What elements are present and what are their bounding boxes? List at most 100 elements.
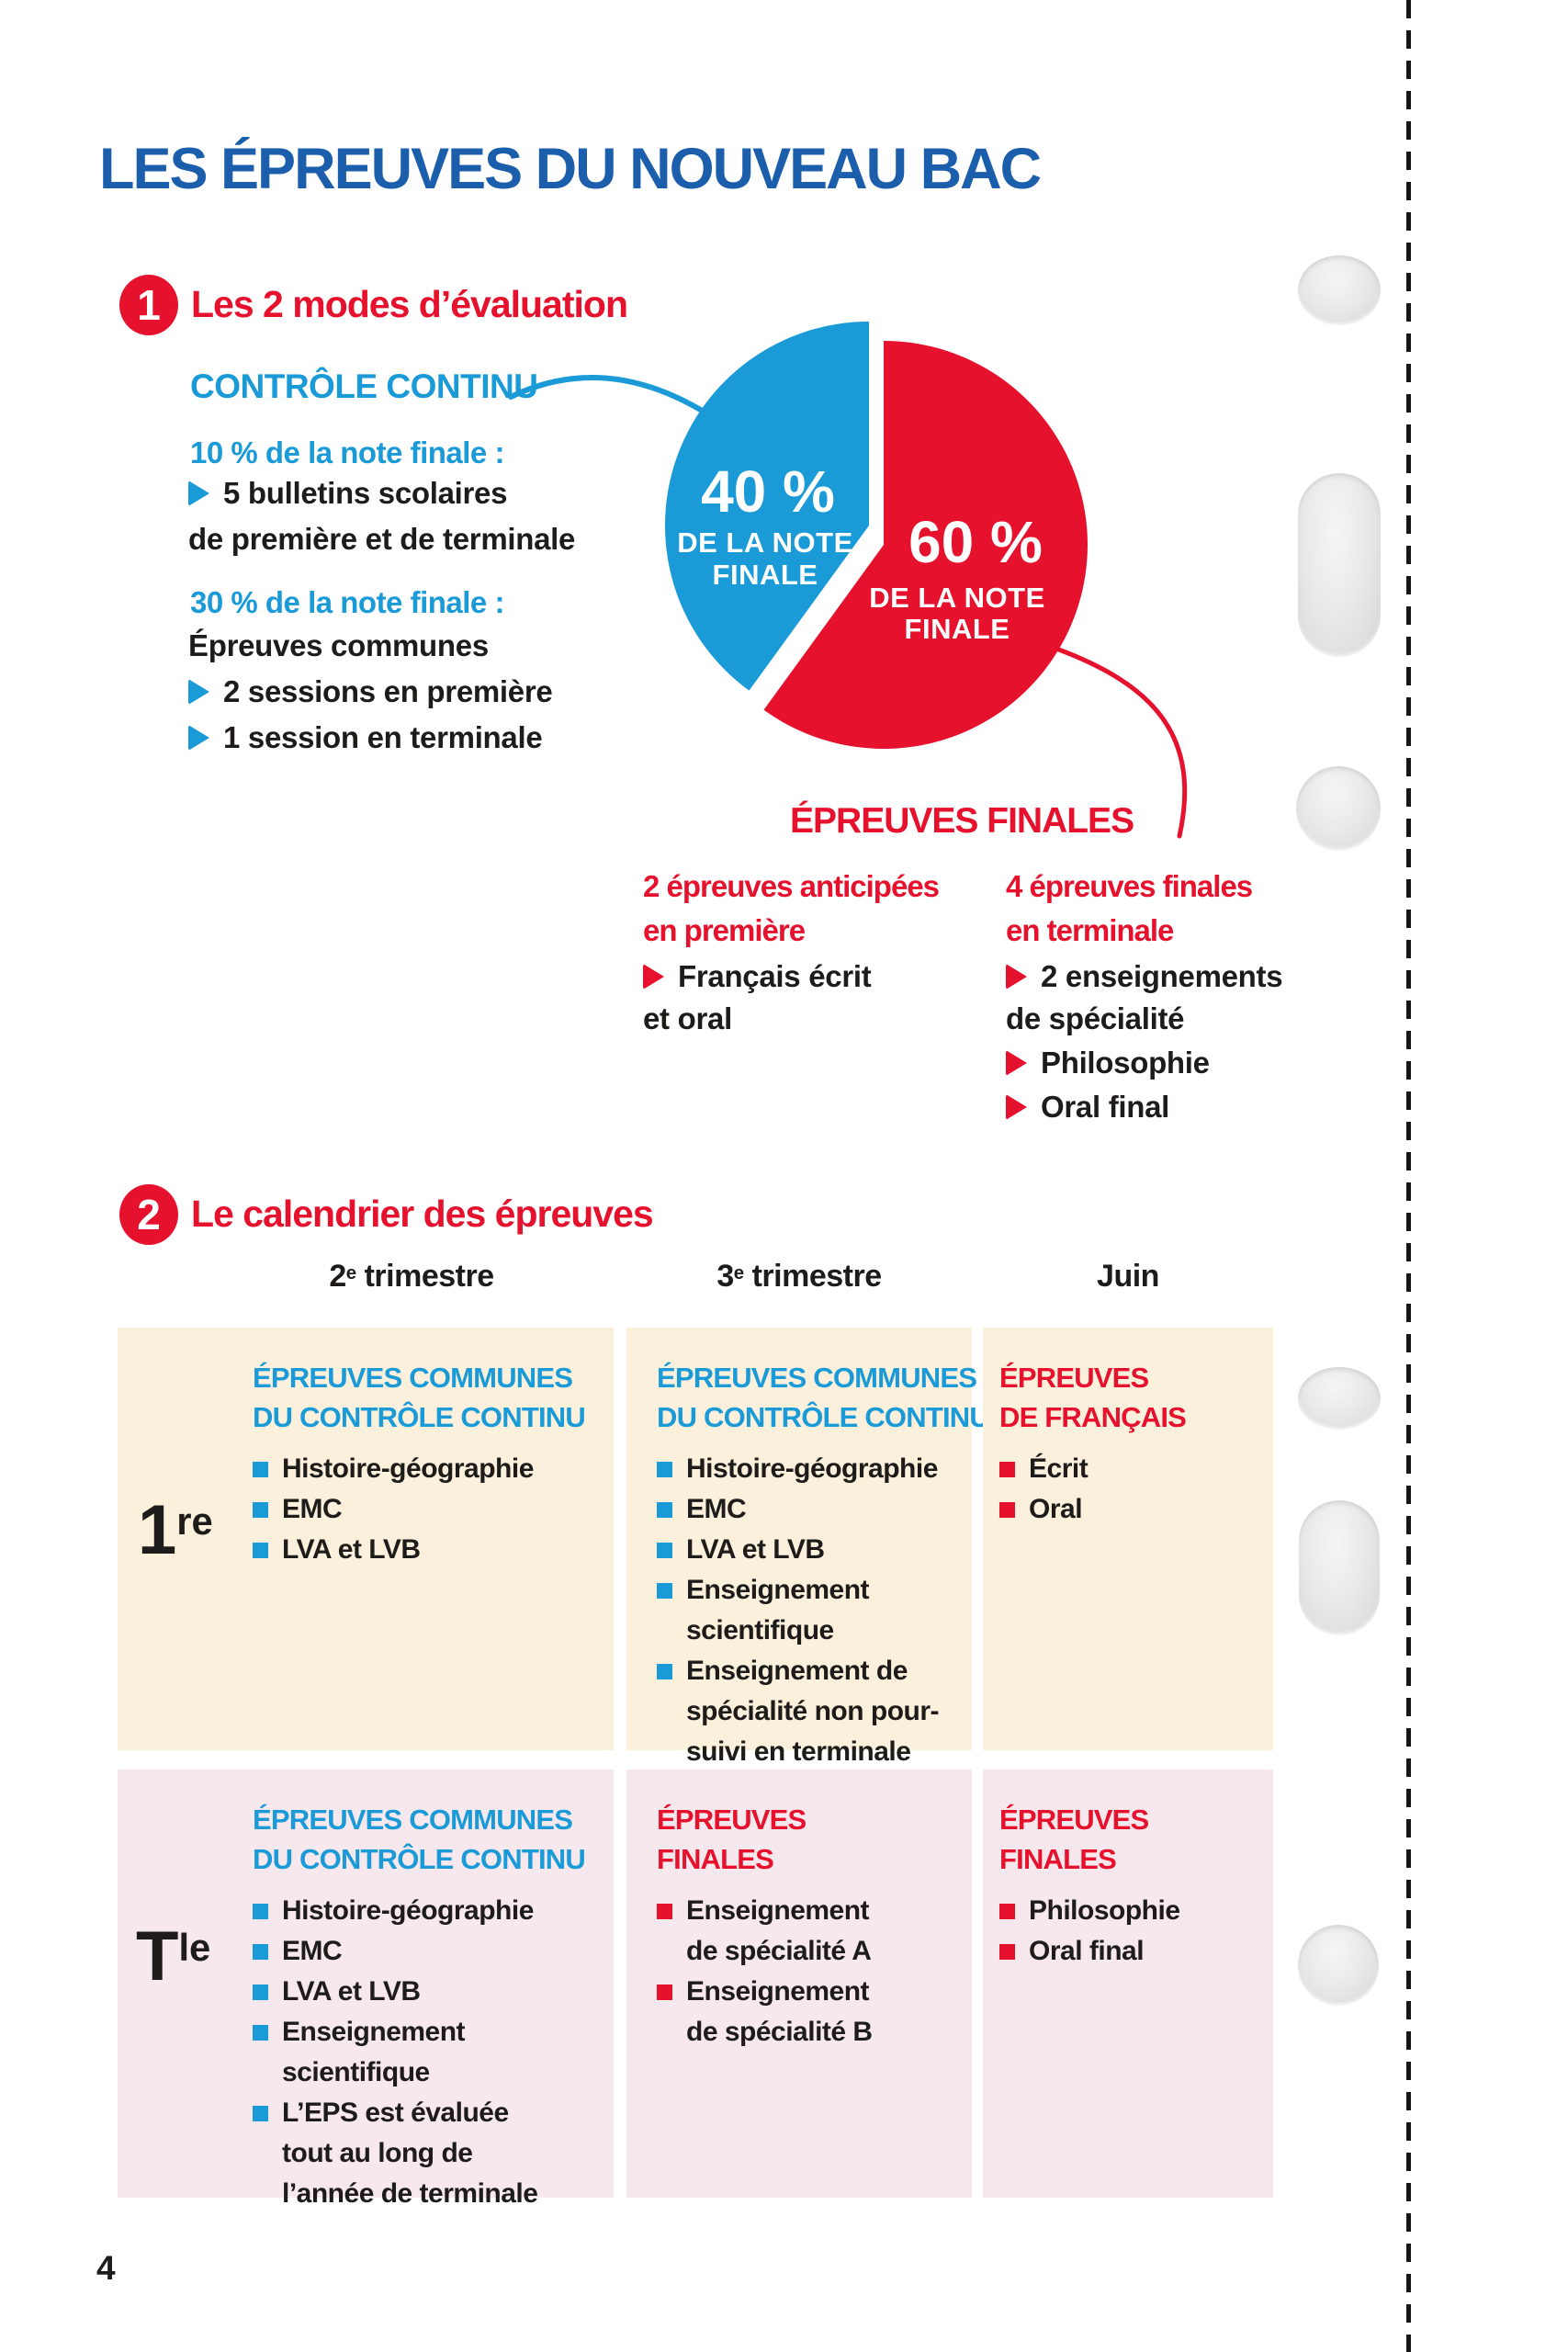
square-bullet-icon xyxy=(253,1904,268,1919)
cell-heading-line: ÉPREUVES xyxy=(999,1804,1149,1836)
binder-hole xyxy=(1299,1500,1380,1635)
cell-heading: ÉPREUVES FINALES xyxy=(999,1800,1273,1879)
header-text: 2 xyxy=(329,1259,346,1294)
part2-item2: 1 session en terminale xyxy=(188,720,543,755)
triangle-bullet-icon xyxy=(188,481,209,506)
table-cell-1re-juin: ÉPREUVES DE FRANÇAIS Écrit Oral xyxy=(983,1328,1273,1750)
section2-badge: 2 xyxy=(119,1184,178,1245)
pie-label-40-sub2: FINALE xyxy=(713,559,818,591)
list-item: EMC xyxy=(253,1931,614,1972)
table-cell-tle-juin: ÉPREUVES FINALES Philosophie Oral final xyxy=(983,1770,1273,2198)
epreuves-finales-title: ÉPREUVES FINALES xyxy=(790,801,1134,841)
pie-label-40-pct: 40 % xyxy=(701,458,835,525)
list-item-continuation: suivi en terminale xyxy=(686,1736,911,1767)
cell-heading-line: FINALES xyxy=(657,1843,774,1875)
square-bullet-icon xyxy=(657,1502,672,1518)
finales-right-item3-text: Oral final xyxy=(1041,1090,1170,1124)
square-bullet-icon xyxy=(253,2106,268,2121)
finales-right-item2-text: Philosophie xyxy=(1041,1046,1210,1080)
header-rest: trimestre xyxy=(743,1259,883,1294)
square-bullet-icon xyxy=(253,2025,268,2041)
cell-heading-line: DU CONTRÔLE CONTINU xyxy=(253,1401,586,1433)
cell-heading-line: FINALES xyxy=(999,1843,1117,1875)
pie-slice-controle-continu xyxy=(664,322,869,691)
list-item-continuation: l’année de terminale xyxy=(282,2178,538,2209)
square-bullet-icon xyxy=(657,1583,672,1599)
pie-label-60-sub1: DE LA NOTE xyxy=(869,582,1045,614)
cell-heading: ÉPREUVES COMMUNES DU CONTRÔLE CONTINU xyxy=(657,1358,990,1437)
cell-heading-line: DE FRANÇAIS xyxy=(999,1401,1187,1433)
triangle-bullet-icon xyxy=(1006,964,1027,989)
header-rest: trimestre xyxy=(355,1259,495,1294)
binder-hole xyxy=(1298,255,1381,325)
perforation-line xyxy=(1406,0,1411,2352)
binder-hole xyxy=(1298,1367,1381,1430)
part2-intro: Épreuves communes xyxy=(188,628,489,662)
cell-heading-line: DU CONTRÔLE CONTINU xyxy=(253,1843,586,1875)
square-bullet-icon xyxy=(657,1462,672,1477)
table-cell-1re-trimestre3: ÉPREUVES COMMUNES DU CONTRÔLE CONTINU Hi… xyxy=(626,1328,990,1767)
binder-hole xyxy=(1298,473,1381,657)
square-bullet-icon xyxy=(253,1984,268,2000)
square-bullet-icon xyxy=(657,1904,672,1919)
list-item: Enseignement xyxy=(657,1972,972,2012)
list-item: L’EPS est évaluée xyxy=(253,2093,614,2133)
part1-item: 5 bulletins scolaires xyxy=(188,476,507,511)
connector-line-epreuves-finales xyxy=(1054,646,1188,839)
list-item-continuation: de spécialité A xyxy=(686,1936,872,1966)
pie-label-60-pct: 60 % xyxy=(908,509,1043,575)
cell-heading: ÉPREUVES COMMUNES DU CONTRÔLE CONTINU xyxy=(253,1358,614,1437)
list-item: Enseignement xyxy=(657,1570,972,1611)
finales-left-item1: Français écrit xyxy=(643,959,872,994)
cell-heading: ÉPREUVES DE FRANÇAIS xyxy=(999,1358,1273,1437)
part2-item1: 2 sessions en première xyxy=(188,674,553,709)
controle-continu-title: CONTRÔLE CONTINU xyxy=(190,368,538,405)
connector-line-controle-continu xyxy=(508,375,728,428)
list-item-continuation: de spécialité B xyxy=(686,2017,873,2047)
cell-items: Histoire-géographie EMC LVA et LVB Ensei… xyxy=(657,1449,972,1772)
list-item: Philosophie xyxy=(999,1891,1273,1931)
binder-hole xyxy=(1296,766,1381,851)
list-item-continuation: scientifique xyxy=(686,1615,834,1645)
finales-left-item1-text: Français écrit xyxy=(678,959,872,993)
list-item: Enseignement xyxy=(253,2012,614,2052)
finales-right-item1-continuation: de spécialité xyxy=(1006,1001,1185,1035)
square-bullet-icon xyxy=(657,1543,672,1558)
square-bullet-icon xyxy=(253,1502,268,1518)
page-title: LES ÉPREUVES DU NOUVEAU BAC xyxy=(99,137,1042,201)
finales-right-item1-text: 2 enseignements xyxy=(1041,959,1283,993)
pie-label-60-sub2: FINALE xyxy=(905,613,1010,645)
list-item: Histoire-géographie xyxy=(253,1449,614,1489)
table-cell-tle-trimestre2: ÉPREUVES COMMUNES DU CONTRÔLE CONTINU Hi… xyxy=(118,1770,614,2209)
finales-left-item1-continuation: et oral xyxy=(643,1001,732,1035)
table-header-trimestre3: 3e trimestre xyxy=(626,1259,972,1295)
finales-right-item2: Philosophie xyxy=(1006,1046,1210,1080)
finales-left-title1: 2 épreuves anticipées xyxy=(643,869,940,903)
triangle-bullet-icon xyxy=(643,964,664,989)
list-item: Oral xyxy=(999,1489,1273,1530)
section2-heading: Le calendrier des épreuves xyxy=(191,1193,654,1235)
square-bullet-icon xyxy=(253,1462,268,1477)
part1-item-text: 5 bulletins scolaires xyxy=(223,476,508,510)
list-item: Enseignement xyxy=(657,1891,972,1931)
section2-badge-number: 2 xyxy=(137,1191,161,1238)
cell-items: Enseignement de spécialité A Enseignemen… xyxy=(657,1891,972,2052)
table-header-trimestre2: 2e trimestre xyxy=(219,1259,604,1295)
page-number: 4 xyxy=(96,2249,116,2287)
list-item: LVA et LVB xyxy=(253,1530,614,1570)
list-item: Histoire-géographie xyxy=(253,1891,614,1931)
finales-right-title2: en terminale xyxy=(1006,913,1174,947)
pie-slice-epreuves-finales xyxy=(763,341,1088,749)
cell-heading-line: ÉPREUVES COMMUNES xyxy=(253,1362,573,1394)
cell-heading: ÉPREUVES FINALES xyxy=(657,1800,972,1879)
square-bullet-icon xyxy=(253,1543,268,1558)
cell-items: Histoire-géographie EMC LVA et LVB Ensei… xyxy=(253,1891,614,2214)
binder-hole xyxy=(1298,1925,1379,2006)
square-bullet-icon xyxy=(253,1944,268,1960)
part1-title: 10 % de la note finale : xyxy=(190,435,504,469)
cell-items: Histoire-géographie EMC LVA et LVB xyxy=(253,1449,614,1570)
square-bullet-icon xyxy=(999,1904,1015,1919)
triangle-bullet-icon xyxy=(188,725,209,751)
list-item: LVA et LVB xyxy=(657,1530,972,1570)
section1-heading: Les 2 modes d’évaluation xyxy=(191,283,628,325)
